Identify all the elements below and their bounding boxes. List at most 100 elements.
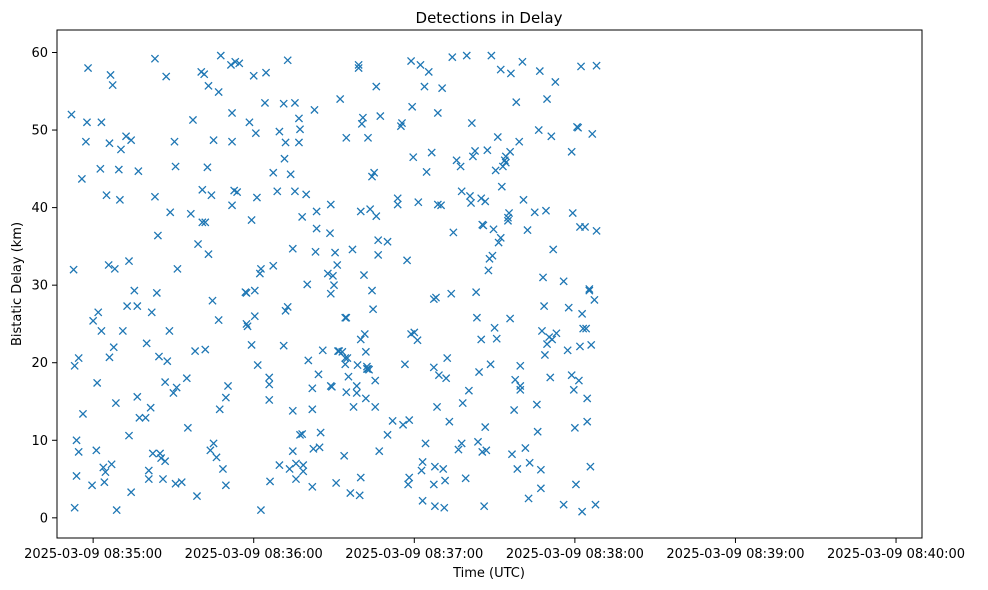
data-point-marker bbox=[144, 466, 153, 475]
data-point-marker bbox=[541, 206, 551, 215]
data-point-marker bbox=[265, 395, 274, 405]
data-point-marker bbox=[182, 374, 191, 383]
data-point-marker bbox=[105, 139, 114, 148]
data-point-marker bbox=[201, 345, 210, 354]
data-point-marker bbox=[483, 146, 492, 155]
data-point-marker bbox=[393, 194, 402, 203]
data-point-marker bbox=[342, 388, 351, 397]
data-point-marker bbox=[466, 198, 476, 208]
data-series-detections bbox=[67, 51, 601, 516]
data-point-marker bbox=[200, 70, 209, 79]
data-point-marker bbox=[362, 364, 371, 373]
data-point-marker bbox=[127, 488, 136, 497]
data-point-marker bbox=[283, 302, 292, 311]
data-point-marker bbox=[481, 197, 490, 206]
data-point-marker bbox=[294, 138, 304, 147]
data-point-marker bbox=[515, 137, 524, 146]
data-point-marker bbox=[590, 295, 599, 304]
data-point-marker bbox=[70, 361, 79, 370]
data-point-marker bbox=[367, 172, 377, 181]
data-point-marker bbox=[127, 136, 136, 145]
data-point-marker bbox=[576, 62, 586, 71]
data-point-marker bbox=[457, 439, 466, 448]
data-point-marker bbox=[352, 388, 361, 398]
data-point-marker bbox=[215, 405, 224, 414]
data-point-marker bbox=[326, 289, 335, 298]
data-point-marker bbox=[404, 480, 413, 489]
data-point-marker bbox=[353, 360, 362, 370]
x-tick-label: 2025-03-09 08:36:00 bbox=[185, 547, 323, 562]
data-point-marker bbox=[400, 360, 409, 369]
data-point-marker bbox=[456, 162, 465, 171]
data-point-marker bbox=[479, 221, 488, 230]
data-point-marker bbox=[115, 195, 124, 204]
data-point-marker bbox=[523, 226, 532, 235]
data-point-marker bbox=[295, 430, 305, 439]
data-point-marker bbox=[436, 201, 446, 210]
data-point-marker bbox=[130, 286, 139, 295]
data-point-marker bbox=[288, 244, 297, 253]
data-point-marker bbox=[452, 156, 461, 165]
data-point-marker bbox=[585, 286, 594, 295]
data-point-marker bbox=[588, 129, 597, 138]
data-point-marker bbox=[186, 209, 195, 218]
data-point-marker bbox=[494, 238, 503, 247]
data-point-marker bbox=[363, 133, 373, 142]
data-point-marker bbox=[152, 288, 161, 297]
data-point-marker bbox=[105, 353, 114, 362]
data-point-marker bbox=[418, 457, 427, 467]
data-point-marker bbox=[547, 132, 556, 141]
data-point-marker bbox=[150, 54, 160, 63]
data-point-marker bbox=[212, 453, 221, 462]
data-point-marker bbox=[434, 371, 443, 380]
data-point-marker bbox=[227, 108, 237, 118]
data-point-marker bbox=[221, 481, 230, 490]
data-point-marker bbox=[438, 84, 447, 93]
data-point-marker bbox=[101, 468, 110, 477]
data-point-marker bbox=[329, 281, 339, 290]
data-point-marker bbox=[170, 137, 179, 146]
data-point-marker bbox=[245, 118, 254, 127]
data-point-marker bbox=[74, 447, 83, 456]
x-tick-label: 2025-03-09 08:35:00 bbox=[24, 547, 162, 562]
data-point-marker bbox=[503, 216, 513, 225]
data-point-marker bbox=[393, 200, 402, 209]
data-point-marker bbox=[308, 482, 317, 491]
data-point-marker bbox=[299, 467, 308, 476]
data-point-marker bbox=[567, 371, 576, 380]
data-point-marker bbox=[281, 306, 290, 315]
data-point-marker bbox=[388, 416, 397, 425]
data-point-marker bbox=[592, 226, 601, 235]
y-tick-label: 50 bbox=[31, 124, 48, 139]
data-point-marker bbox=[294, 114, 304, 123]
data-point-marker bbox=[201, 218, 210, 227]
data-point-marker bbox=[323, 269, 332, 278]
data-point-marker bbox=[445, 417, 454, 426]
data-point-marker bbox=[286, 170, 295, 179]
data-point-marker bbox=[135, 413, 144, 422]
y-tick-label: 10 bbox=[31, 434, 48, 449]
data-point-marker bbox=[361, 394, 370, 403]
data-point-marker bbox=[533, 427, 542, 436]
data-point-marker bbox=[94, 308, 103, 317]
data-point-marker bbox=[331, 248, 340, 257]
data-point-marker bbox=[564, 303, 573, 312]
data-point-marker bbox=[279, 341, 288, 350]
data-point-marker bbox=[491, 166, 500, 175]
data-point-marker bbox=[171, 479, 180, 488]
data-point-marker bbox=[516, 361, 525, 370]
data-point-marker bbox=[410, 328, 419, 337]
data-point-marker bbox=[578, 309, 587, 318]
data-point-marker bbox=[507, 450, 517, 459]
data-point-marker bbox=[487, 51, 496, 60]
data-point-marker bbox=[312, 224, 321, 233]
data-point-marker bbox=[383, 430, 392, 439]
data-point-marker bbox=[291, 459, 301, 468]
x-tick-label: 2025-03-09 08:39:00 bbox=[666, 547, 804, 562]
data-point-marker bbox=[575, 342, 585, 351]
data-point-marker bbox=[227, 137, 237, 146]
data-point-marker bbox=[503, 213, 513, 222]
data-point-marker bbox=[283, 56, 292, 65]
data-point-marker bbox=[371, 376, 380, 385]
data-point-marker bbox=[490, 323, 499, 332]
